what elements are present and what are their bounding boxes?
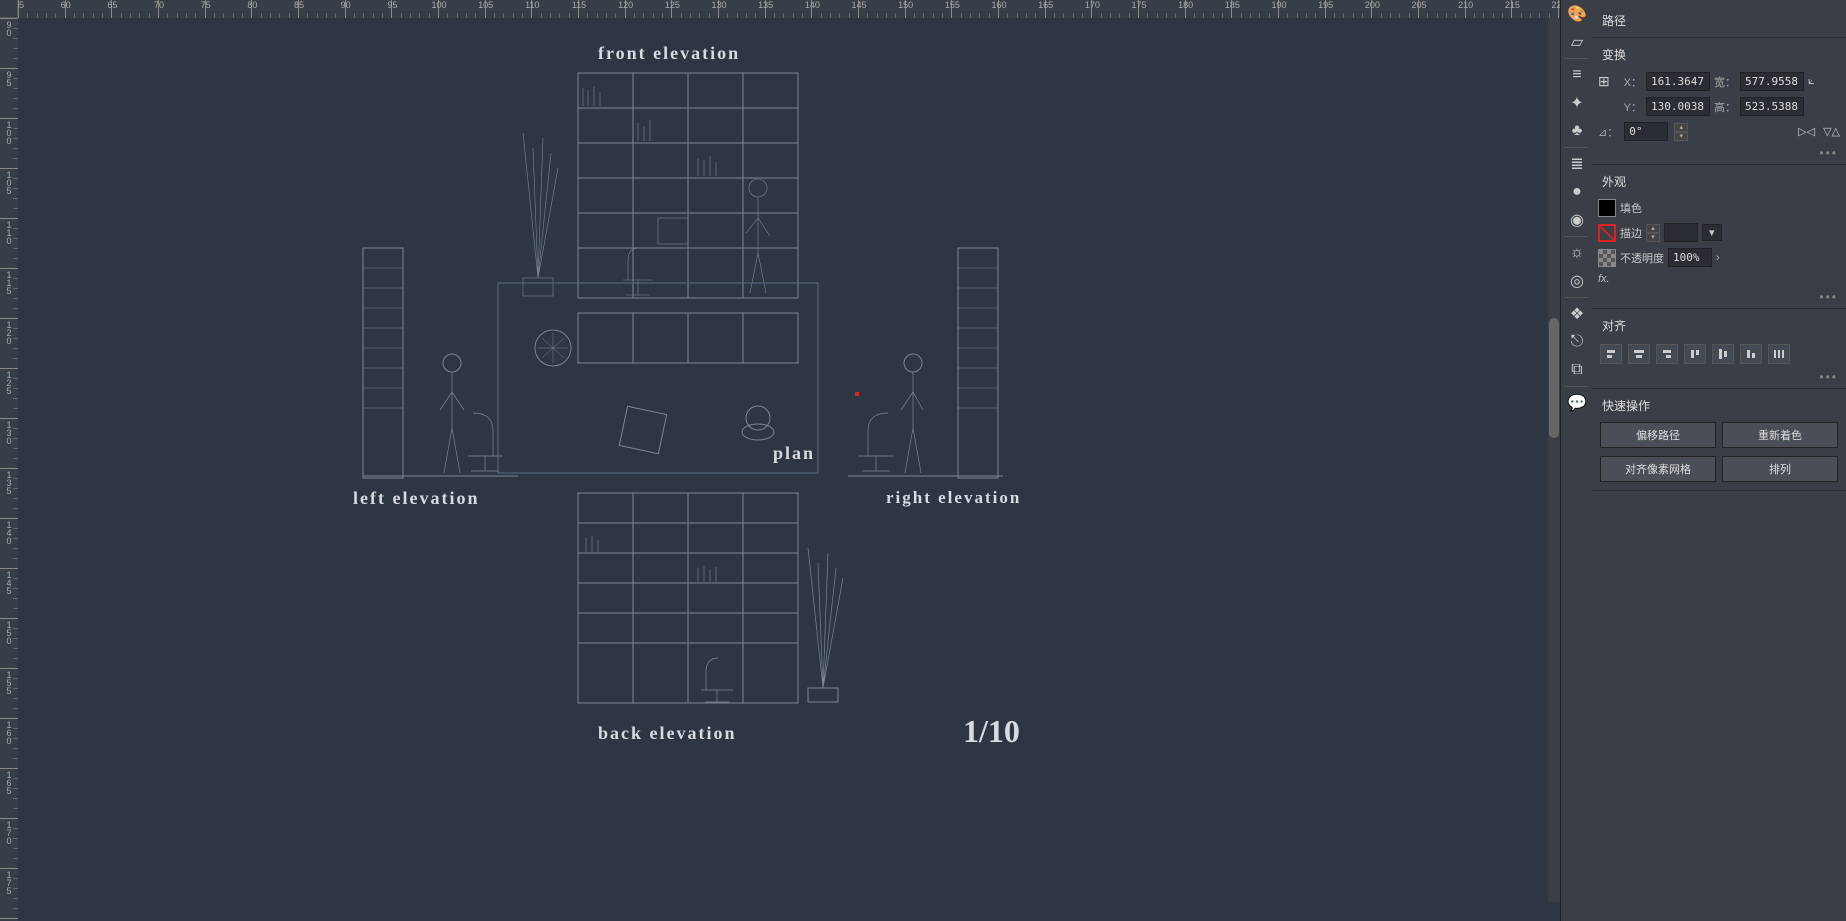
layers-icon[interactable]: ❖ bbox=[1561, 300, 1593, 328]
align-vcenter-button[interactable] bbox=[1712, 344, 1734, 364]
anchor-grid-icon[interactable]: ⊞ bbox=[1598, 73, 1618, 90]
angle-input[interactable] bbox=[1624, 122, 1668, 141]
flip-horizontal-icon[interactable]: ▷◁ bbox=[1798, 125, 1815, 138]
offset-path-button[interactable]: 偏移路径 bbox=[1600, 422, 1716, 448]
x-input[interactable] bbox=[1646, 72, 1710, 91]
artwork-viewport[interactable]: front elevation plan left elevation righ… bbox=[18, 18, 1560, 921]
arrange-button[interactable]: 排列 bbox=[1722, 456, 1838, 482]
ruler-origin bbox=[0, 0, 18, 18]
align-top-button[interactable] bbox=[1684, 344, 1706, 364]
flip-vertical-icon[interactable]: ▽△ bbox=[1823, 125, 1840, 138]
label-back-elevation: back elevation bbox=[598, 723, 737, 744]
fill-swatch[interactable] bbox=[1598, 199, 1616, 217]
page-number: 1/10 bbox=[963, 713, 1020, 750]
opacity-swatch-icon bbox=[1598, 249, 1616, 267]
opacity-input[interactable] bbox=[1668, 248, 1712, 267]
x-label: X： bbox=[1622, 74, 1642, 90]
properties-panels: 路径 变换 ⊞ X： 宽： ⟀ Y： 高： ⊿： ▴▾ bbox=[1592, 0, 1846, 921]
stroke-width-stepper[interactable]: ▴▾ bbox=[1646, 224, 1660, 242]
page-icon[interactable]: ▱ bbox=[1561, 28, 1593, 56]
panel-tool-column: 🎨▱ ≡✦♣ ≣●◉ ☼◎ ❖⎋⧉ 💬 bbox=[1560, 0, 1592, 921]
label-left-elevation: left elevation bbox=[353, 488, 479, 509]
label-plan: plan bbox=[773, 443, 815, 464]
appearance-panel-title: 外观 bbox=[1592, 169, 1846, 194]
ruler-vertical[interactable]: 9 09 51 0 01 0 51 1 01 1 51 2 01 2 51 3 … bbox=[0, 18, 18, 921]
sphere-icon[interactable]: ◉ bbox=[1561, 206, 1593, 234]
link-wh-icon[interactable]: ⟀ bbox=[1808, 75, 1815, 88]
distribute-button[interactable] bbox=[1768, 344, 1790, 364]
appearance-more-icon[interactable]: ••• bbox=[1592, 290, 1846, 304]
path-panel: 路径 bbox=[1592, 4, 1846, 38]
align-panel-title: 对齐 bbox=[1592, 313, 1846, 338]
align-more-icon[interactable]: ••• bbox=[1592, 370, 1846, 384]
stroke-width-input[interactable] bbox=[1664, 223, 1698, 242]
fx-label[interactable]: fx. bbox=[1598, 273, 1610, 285]
sun-icon[interactable]: ☼ bbox=[1561, 239, 1593, 267]
align-panel: 对齐 ••• bbox=[1592, 309, 1846, 389]
stroke-label: 描边 bbox=[1620, 225, 1642, 241]
w-input[interactable] bbox=[1740, 72, 1804, 91]
canvas-scrollbar[interactable] bbox=[1548, 18, 1560, 902]
path-panel-title: 路径 bbox=[1592, 8, 1846, 33]
transform-panel-title: 变换 bbox=[1592, 42, 1846, 67]
quickops-panel: 快速操作 偏移路径 重新着色 对齐像素网格 排列 bbox=[1592, 389, 1846, 491]
quickops-panel-title: 快速操作 bbox=[1592, 393, 1846, 418]
h-input[interactable] bbox=[1740, 97, 1804, 116]
drawing-svg bbox=[18, 18, 1558, 918]
stroke-swatch[interactable] bbox=[1598, 224, 1616, 242]
palette-icon[interactable]: 🎨 bbox=[1561, 0, 1593, 28]
label-front-elevation: front elevation bbox=[598, 43, 740, 64]
opacity-more-icon[interactable]: › bbox=[1716, 252, 1720, 264]
ruler-horizontal[interactable]: 5560657075808590951001051101151201251301… bbox=[18, 0, 1560, 18]
align-right-button[interactable] bbox=[1656, 344, 1678, 364]
cursor-indicator bbox=[855, 392, 859, 396]
canvas-area[interactable]: 5560657075808590951001051101151201251301… bbox=[0, 0, 1560, 921]
stroke-type-dropdown[interactable]: ▾ bbox=[1702, 224, 1722, 241]
comment-icon[interactable]: 💬 bbox=[1561, 389, 1593, 417]
transform-more-icon[interactable]: ••• bbox=[1592, 146, 1846, 160]
label-right-elevation: right elevation bbox=[886, 488, 1021, 508]
w-label: 宽： bbox=[1714, 74, 1736, 90]
angle-stepper[interactable]: ▴▾ bbox=[1674, 123, 1688, 141]
pixel-grid-button[interactable]: 对齐像素网格 bbox=[1600, 456, 1716, 482]
angle-label: ⊿： bbox=[1598, 124, 1618, 140]
fill-label: 填色 bbox=[1620, 200, 1642, 216]
align-bottom-button[interactable] bbox=[1740, 344, 1762, 364]
recolor-button[interactable]: 重新着色 bbox=[1722, 422, 1838, 448]
h-label: 高： bbox=[1714, 99, 1736, 115]
menu-icon[interactable]: ≡ bbox=[1561, 61, 1593, 89]
sparkle-icon[interactable]: ✦ bbox=[1561, 89, 1593, 117]
appearance-panel: 外观 填色 描边 ▴▾ ▾ 不透明度 › fx. ••• bbox=[1592, 165, 1846, 309]
export-icon[interactable]: ⎋ bbox=[1561, 328, 1593, 356]
opacity-label: 不透明度 bbox=[1620, 250, 1664, 266]
align-left-button[interactable] bbox=[1600, 344, 1622, 364]
circle-icon[interactable]: ● bbox=[1561, 178, 1593, 206]
transform-panel: 变换 ⊞ X： 宽： ⟀ Y： 高： ⊿： ▴▾ bbox=[1592, 38, 1846, 165]
doc-icon[interactable]: ⧉ bbox=[1561, 356, 1593, 384]
y-label: Y： bbox=[1622, 99, 1642, 115]
lines-icon[interactable]: ≣ bbox=[1561, 150, 1593, 178]
target-icon[interactable]: ◎ bbox=[1561, 267, 1593, 295]
scrollbar-thumb[interactable] bbox=[1549, 318, 1559, 438]
align-hcenter-button[interactable] bbox=[1628, 344, 1650, 364]
y-input[interactable] bbox=[1646, 97, 1710, 116]
club-icon[interactable]: ♣ bbox=[1561, 117, 1593, 145]
